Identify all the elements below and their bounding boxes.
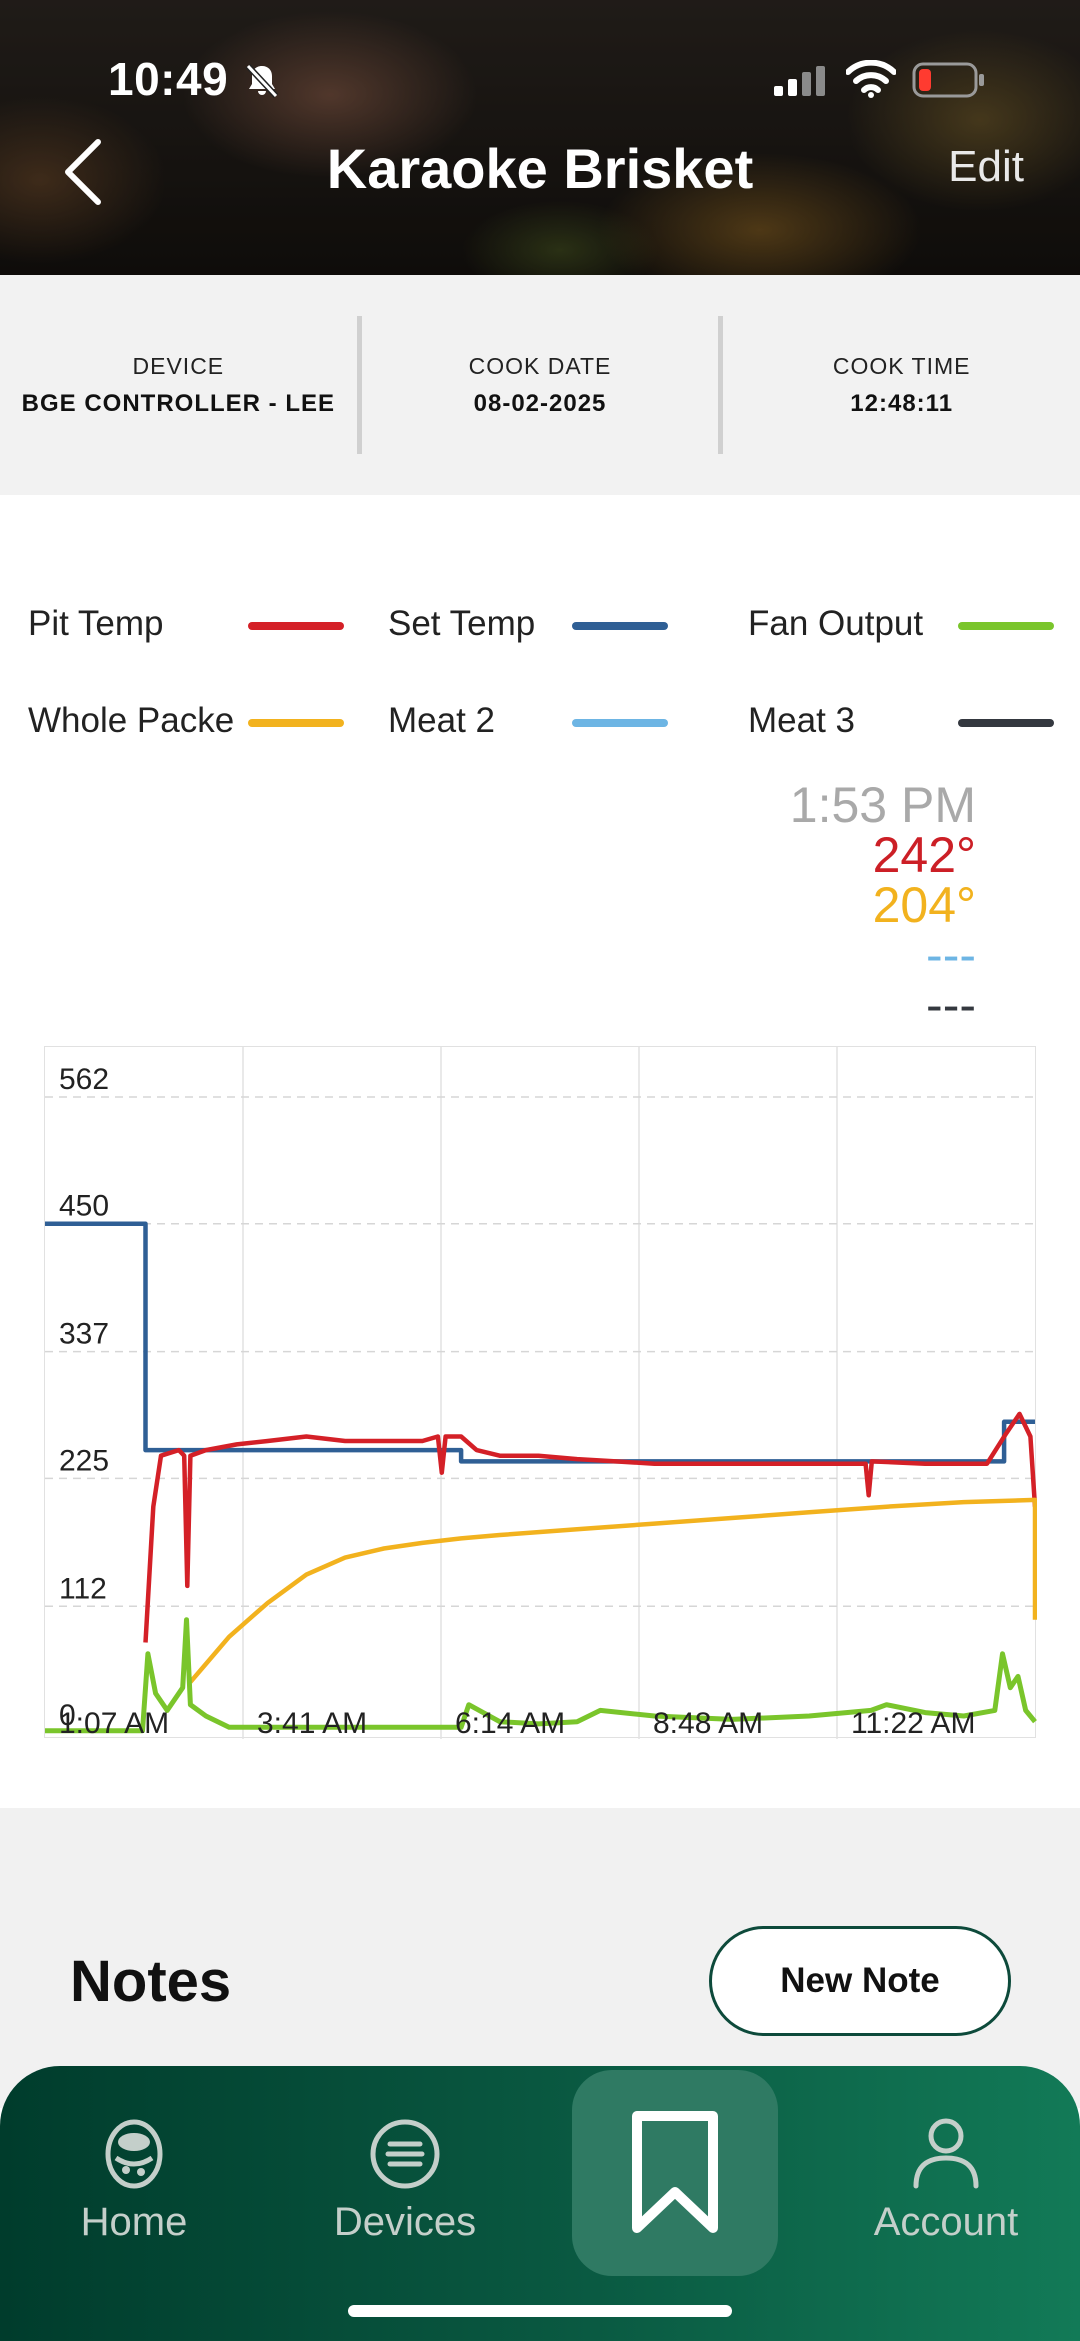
legend-label: Set Temp <box>388 604 536 643</box>
readout-meat-3: --- <box>926 977 976 1033</box>
cook-time-label: COOK TIME <box>832 352 971 379</box>
series-line-set-temp <box>45 1221 1035 1464</box>
user-icon <box>913 2118 979 2189</box>
legend-swatch <box>958 622 1054 630</box>
cellular-signal-icon <box>774 66 825 96</box>
cook-date-label: COOK DATE <box>468 352 612 379</box>
legend-label: Meat 3 <box>748 701 855 740</box>
nav-home-label: Home <box>80 2200 188 2244</box>
y-tick-label: 112 <box>59 1572 107 1605</box>
series-line-fan-output <box>45 1617 1037 1734</box>
nav-devices[interactable]: Devices <box>295 2066 515 2296</box>
cook-time-value: 12:48:11 <box>850 389 954 417</box>
bookmark-icon <box>632 2111 718 2233</box>
x-tick-label: 11:22 AM <box>851 1707 976 1739</box>
egg-grill-icon <box>105 2119 163 2189</box>
legend-label: Pit Temp <box>28 604 164 643</box>
wifi-icon <box>846 60 896 98</box>
nav-devices-label: Devices <box>333 2200 477 2244</box>
device-info: DEVICE BGE CONTROLLER - LEE <box>0 316 357 454</box>
readout-time: 1:53 PM <box>789 777 976 833</box>
status-time: 10:49 <box>108 53 229 105</box>
cook-date-info: COOK DATE 08-02-2025 <box>356 316 719 454</box>
cursor-readout: 1:53 PM 242° 204° --- --- <box>790 780 976 1030</box>
legend-swatch <box>572 622 668 630</box>
chart-plot: 0 112 225 337 450 562 1:07 AM 3:41 AM 6:14 AM 8:4… <box>45 1047 1037 1739</box>
cook-time-info: COOK TIME 12:48:11 <box>718 316 1080 454</box>
legend-whole-packer[interactable]: Whole Packe <box>28 687 368 747</box>
legend-meat-3[interactable]: Meat 3 <box>748 687 1080 747</box>
legend-meat-2[interactable]: Meat 2 <box>388 687 728 747</box>
notes-title: Notes <box>70 1949 232 2014</box>
notes-section: Notes New Note <box>0 1808 1080 2108</box>
legend-label: Whole Packe <box>28 701 235 740</box>
device-label: DEVICE <box>132 352 225 379</box>
header-banner: 10:49 Karaoke Brisket Edit <box>0 0 1080 275</box>
x-tick-label: 6:14 AM <box>455 1707 565 1739</box>
legend-swatch <box>248 719 344 727</box>
list-circle-icon <box>370 2119 440 2189</box>
x-tick-label: 8:48 AM <box>653 1707 763 1739</box>
legend-swatch <box>248 622 344 630</box>
cook-date-value: 08-02-2025 <box>473 389 607 417</box>
home-indicator <box>348 2305 732 2317</box>
bell-off-icon <box>245 63 279 99</box>
legend-fan-output[interactable]: Fan Output <box>748 590 1080 650</box>
readout-pit-temp: 242° <box>872 827 976 883</box>
y-tick-label: 0 <box>59 1699 76 1732</box>
series-line-whole-packe <box>188 1497 1037 1684</box>
new-note-button[interactable]: New Note <box>709 1926 1011 2036</box>
battery-low-icon <box>912 62 984 98</box>
series-line-pit-temp <box>143 1411 1037 1643</box>
bottom-navigation: Home Devices Account <box>0 2066 1080 2341</box>
page-title: Karaoke Brisket <box>326 137 754 200</box>
x-tick-label: 3:41 AM <box>257 1707 367 1739</box>
legend-swatch <box>958 719 1054 727</box>
temperature-chart[interactable]: 0 112 225 337 450 562 1:07 AM 3:41 AM 6:14 AM 8:4… <box>44 1046 1037 1739</box>
cook-info-bar: DEVICE BGE CONTROLLER - LEE COOK DATE 08… <box>0 275 1080 495</box>
readout-meat-1: 204° <box>872 877 976 933</box>
legend-set-temp[interactable]: Set Temp <box>388 590 728 650</box>
x-tick-label: 1:07 AM <box>59 1707 169 1739</box>
legend-label: Fan Output <box>748 604 924 643</box>
y-tick-label: 337 <box>59 1318 109 1351</box>
nav-home[interactable]: Home <box>24 2066 244 2296</box>
back-chevron-icon[interactable] <box>50 130 120 210</box>
y-tick-label: 562 <box>59 1063 109 1096</box>
y-tick-label: 450 <box>59 1190 109 1223</box>
nav-account[interactable]: Account <box>836 2066 1056 2296</box>
edit-button[interactable]: Edit <box>948 142 1024 191</box>
y-tick-label: 225 <box>59 1444 109 1477</box>
readout-meat-2: --- <box>926 927 976 983</box>
nav-cooks-bookmark[interactable] <box>572 2070 778 2276</box>
device-value: BGE CONTROLLER - LEE <box>21 389 335 417</box>
legend-label: Meat 2 <box>388 701 495 740</box>
nav-account-label: Account <box>873 2200 1019 2244</box>
legend-pit-temp[interactable]: Pit Temp <box>28 590 368 650</box>
legend-swatch <box>572 719 668 727</box>
